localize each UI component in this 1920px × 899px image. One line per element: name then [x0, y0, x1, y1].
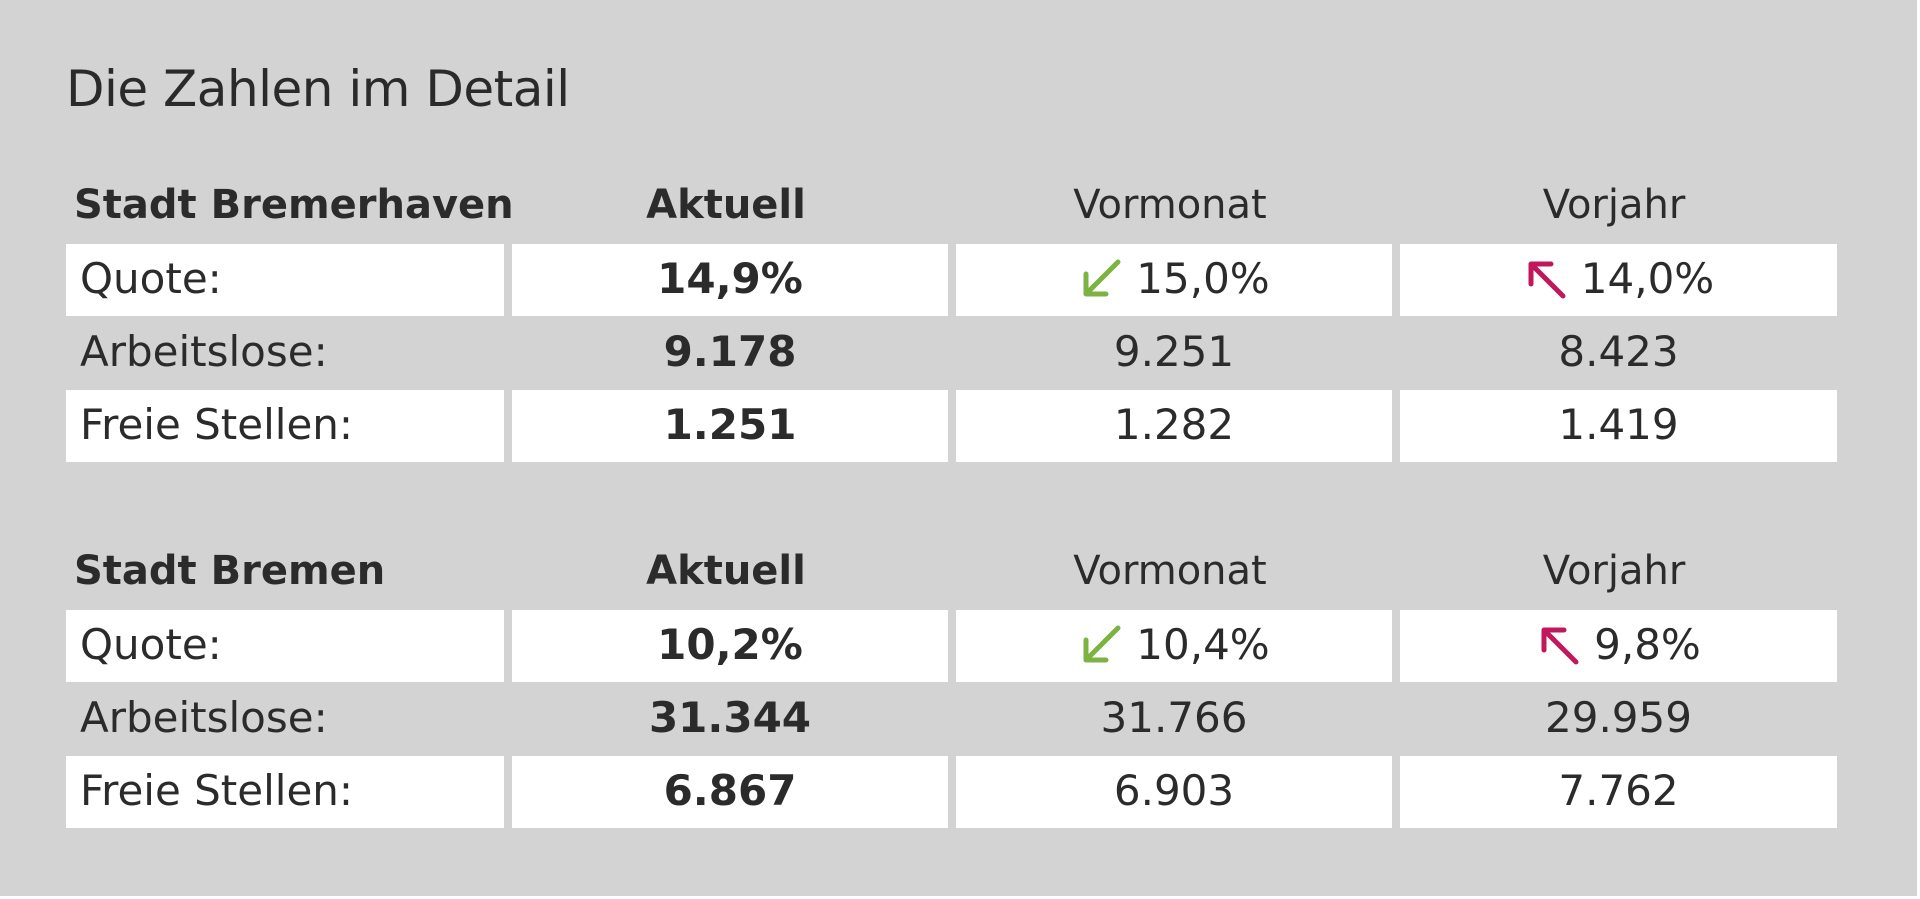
table-row-freie-stellen: Freie Stellen: 6.867 6.903 7.762 — [66, 756, 1848, 829]
prev-year-value: 14,0% — [1580, 254, 1715, 303]
prev-year-value: 7.762 — [1400, 756, 1837, 828]
prev-month-value: 10,4% — [1136, 620, 1270, 669]
row-label: Arbeitslose: — [80, 693, 328, 742]
row-label: Arbeitslose: — [80, 327, 328, 376]
current-value: 1.251 — [512, 390, 948, 462]
arrow-up-left-icon — [1523, 256, 1569, 302]
prev-month-value: 1.282 — [956, 390, 1392, 462]
row-label: Freie Stellen: — [66, 756, 504, 828]
prev-month-value: 15,0% — [1136, 254, 1270, 303]
column-header-current: Aktuell — [646, 548, 806, 594]
prev-month-value: 31.766 — [1100, 693, 1248, 742]
column-header-prev-year: Vorjahr — [1542, 548, 1686, 594]
table-bremen: Stadt Bremen Aktuell Vormonat Vorjahr Qu… — [66, 538, 1848, 829]
current-value: 10,2% — [512, 610, 948, 682]
city-name: Stadt Bremen — [74, 548, 386, 594]
column-header-prev-year: Vorjahr — [1542, 182, 1686, 228]
table-row-arbeitslose: Arbeitslose: 9.178 9.251 8.423 — [66, 317, 1848, 390]
table-row-quote: Quote: 10,2% 10,4% 9,8% — [66, 610, 1848, 683]
current-value: 14,9% — [512, 244, 948, 316]
table-row-freie-stellen: Freie Stellen: 1.251 1.282 1.419 — [66, 390, 1848, 463]
row-label: Quote: — [66, 610, 504, 682]
row-label: Freie Stellen: — [66, 390, 504, 462]
row-label: Quote: — [66, 244, 504, 316]
prev-month-value: 9.251 — [1113, 327, 1235, 376]
arrow-up-left-icon — [1536, 622, 1582, 668]
table-bremerhaven: Stadt Bremerhaven Aktuell Vormonat Vorja… — [66, 172, 1848, 463]
prev-year-value: 1.419 — [1400, 390, 1837, 462]
column-header-current: Aktuell — [646, 182, 806, 228]
arrow-down-left-icon — [1078, 256, 1124, 302]
prev-month-value-cell: 10,4% — [956, 610, 1392, 682]
column-header-prev-month: Vormonat — [1073, 548, 1267, 594]
prev-month-value: 6.903 — [956, 756, 1392, 828]
table-row-arbeitslose: Arbeitslose: 31.344 31.766 29.959 — [66, 683, 1848, 756]
current-value: 31.344 — [648, 693, 812, 742]
column-header-prev-month: Vormonat — [1073, 182, 1267, 228]
current-value: 6.867 — [512, 756, 948, 828]
prev-month-value-cell: 15,0% — [956, 244, 1392, 316]
table-header: Stadt Bremen Aktuell Vormonat Vorjahr — [66, 538, 1848, 610]
table-header: Stadt Bremerhaven Aktuell Vormonat Vorja… — [66, 172, 1848, 244]
city-name: Stadt Bremerhaven — [74, 182, 514, 228]
prev-year-value: 9,8% — [1594, 620, 1701, 669]
prev-year-value-cell: 9,8% — [1400, 610, 1837, 682]
prev-year-value: 29.959 — [1545, 693, 1692, 742]
table-row-quote: Quote: 14,9% 15,0% 14,0% — [66, 244, 1848, 317]
page-title: Die Zahlen im Detail — [66, 60, 570, 118]
prev-year-value-cell: 14,0% — [1400, 244, 1837, 316]
arrow-down-left-icon — [1078, 622, 1124, 668]
current-value: 9.178 — [663, 327, 797, 376]
prev-year-value: 8.423 — [1558, 327, 1679, 376]
